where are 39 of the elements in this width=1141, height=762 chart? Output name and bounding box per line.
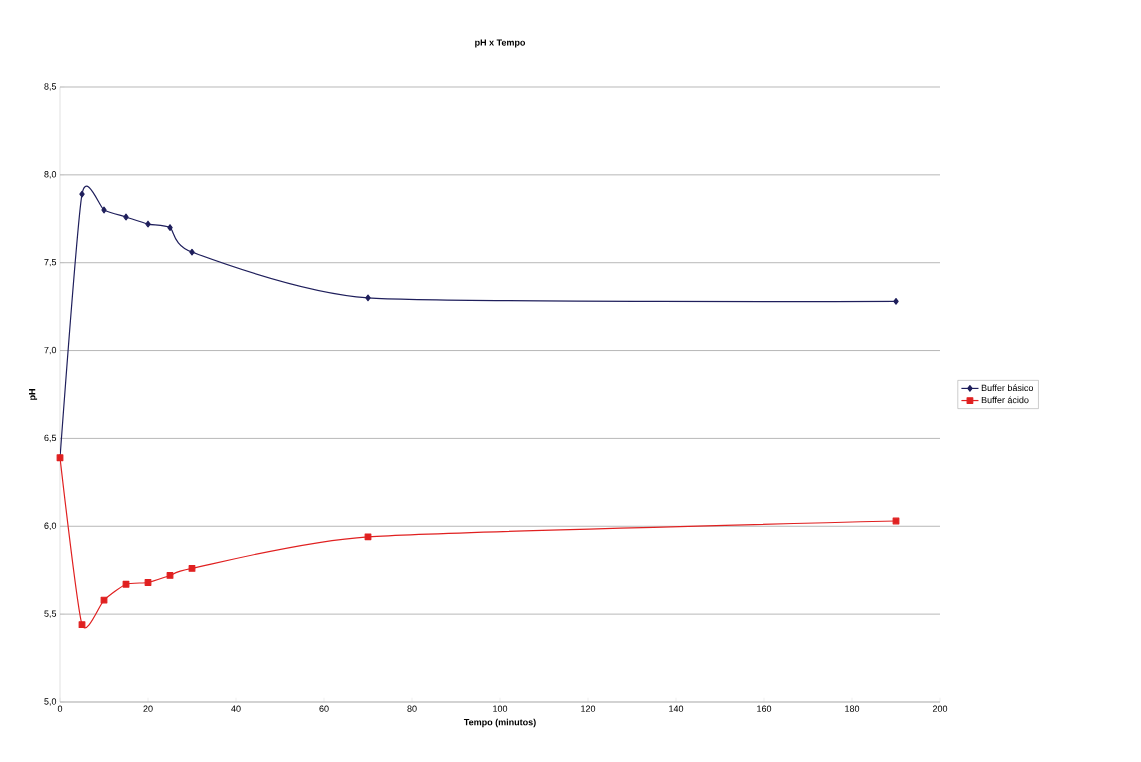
y-tick-label: 5,5 [44, 610, 57, 618]
point [78, 621, 86, 629]
x-tick-label: 200 [932, 705, 948, 712]
point [893, 297, 899, 305]
legend-label: Buffer básico [981, 384, 1034, 392]
y-tick-label: 6,5 [44, 434, 57, 443]
x-tick-label: 60 [319, 705, 329, 712]
y-tick-label: 8,0 [44, 171, 57, 179]
x-tick-label: 160 [757, 705, 772, 712]
y-tick-label: 8,5 [44, 83, 57, 91]
point [100, 596, 108, 604]
x-tick-label: 140 [669, 705, 684, 712]
point [144, 579, 152, 586]
y-axis-title: pH [29, 389, 38, 400]
x-tick-label: 40 [231, 705, 241, 712]
x-tick-label: 20 [143, 705, 153, 712]
point [122, 580, 130, 588]
y-tick-label: 7,0 [44, 346, 57, 355]
x-tick-label: 80 [407, 705, 417, 712]
point [79, 190, 85, 198]
y-tick-label: 7,5 [44, 259, 57, 267]
point [188, 565, 196, 572]
point [365, 294, 371, 302]
point [123, 213, 129, 221]
legend-label: Buffer ácido [981, 396, 1029, 404]
x-tick-label: 120 [581, 705, 596, 712]
x-tick-label: 0 [57, 705, 63, 712]
x-axis-title: Tempo (minutos) [463, 718, 536, 728]
point [167, 224, 173, 231]
x-tick-label: 180 [845, 705, 860, 712]
point [166, 572, 174, 579]
point [364, 533, 372, 541]
x-tick-label: 100 [493, 705, 508, 712]
chart-title: pH x Tempo [475, 39, 526, 48]
point [189, 248, 195, 256]
y-tick-label: 6,0 [44, 522, 57, 530]
y-tick-label: 5,0 [44, 698, 57, 706]
point [101, 206, 107, 214]
point [145, 220, 151, 228]
